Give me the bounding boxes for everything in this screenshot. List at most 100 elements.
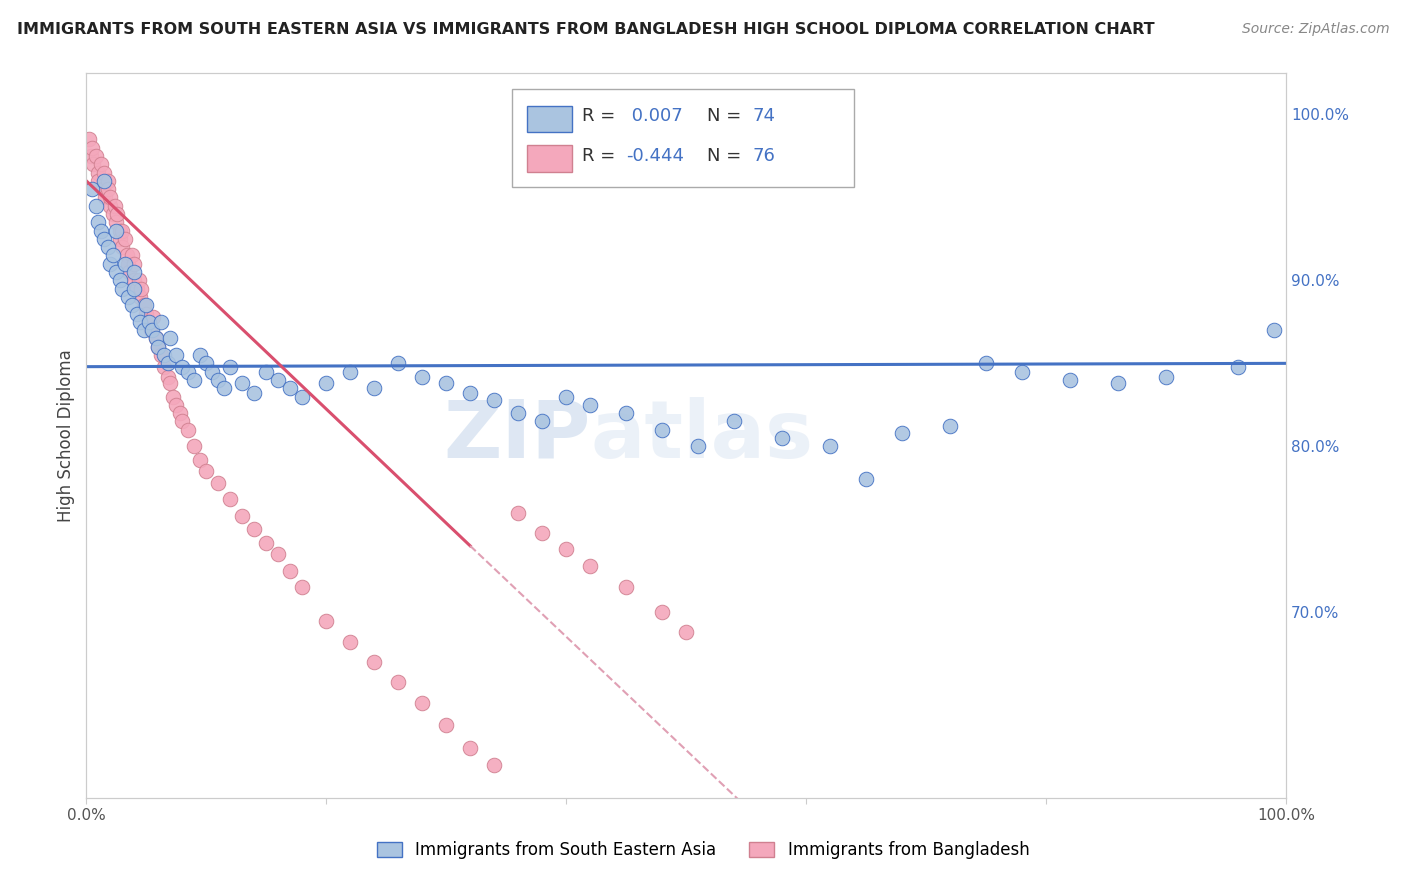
Point	[339, 635, 361, 649]
Point	[411, 697, 433, 711]
Point	[121, 248, 143, 262]
Point	[315, 614, 337, 628]
Point	[138, 315, 160, 329]
Point	[291, 580, 314, 594]
Point	[188, 348, 211, 362]
Point	[115, 248, 138, 262]
Point	[93, 232, 115, 246]
Point	[149, 315, 172, 329]
Text: N =: N =	[707, 146, 747, 165]
Point	[77, 132, 100, 146]
Point	[117, 257, 139, 271]
Point	[93, 165, 115, 179]
Point	[254, 365, 277, 379]
Point	[159, 376, 181, 391]
Point	[508, 506, 530, 520]
Point	[91, 182, 114, 196]
Point	[118, 265, 141, 279]
Point	[165, 348, 187, 362]
Point	[183, 439, 205, 453]
Point	[97, 182, 120, 196]
Point	[267, 373, 290, 387]
Point	[188, 452, 211, 467]
Point	[117, 290, 139, 304]
Point	[94, 190, 117, 204]
Point	[207, 475, 229, 490]
Point	[156, 369, 179, 384]
Point	[129, 315, 152, 329]
Point	[153, 359, 176, 374]
Point	[363, 655, 385, 669]
Point	[124, 257, 146, 271]
Point	[124, 273, 146, 287]
Point	[891, 425, 914, 440]
Point	[87, 165, 110, 179]
Point	[101, 207, 124, 221]
Text: ZIP: ZIP	[443, 397, 591, 475]
Text: 0.007: 0.007	[626, 107, 683, 126]
Point	[169, 406, 191, 420]
Point	[579, 558, 602, 573]
Point	[101, 248, 124, 262]
Text: N =: N =	[707, 107, 747, 126]
Point	[508, 406, 530, 420]
Point	[142, 310, 165, 324]
Point	[195, 464, 218, 478]
Point	[156, 356, 179, 370]
Text: 74: 74	[752, 107, 775, 126]
Point	[723, 414, 745, 428]
Point	[108, 273, 131, 287]
Point	[135, 298, 157, 312]
Text: 76: 76	[752, 146, 775, 165]
Point	[172, 414, 194, 428]
Point	[124, 282, 146, 296]
Point	[98, 257, 121, 271]
Point	[434, 718, 457, 732]
Point	[231, 508, 253, 523]
Point	[278, 564, 301, 578]
Point	[135, 307, 157, 321]
Point	[1154, 369, 1177, 384]
Point	[90, 157, 112, 171]
Point	[105, 224, 128, 238]
Point	[87, 174, 110, 188]
Point	[111, 282, 134, 296]
Point	[129, 290, 152, 304]
Point	[651, 423, 673, 437]
Point	[111, 240, 134, 254]
Point	[939, 419, 962, 434]
Point	[131, 282, 153, 296]
Point	[254, 535, 277, 549]
Point	[114, 232, 136, 246]
Point	[98, 199, 121, 213]
Point	[291, 390, 314, 404]
Point	[159, 331, 181, 345]
FancyBboxPatch shape	[527, 145, 572, 171]
Point	[148, 340, 170, 354]
Point	[231, 376, 253, 391]
Point	[482, 757, 505, 772]
Point	[555, 390, 578, 404]
Point	[1263, 323, 1285, 337]
Point	[387, 674, 409, 689]
Point	[219, 492, 242, 507]
Point	[1011, 365, 1033, 379]
Point	[770, 431, 793, 445]
Point	[138, 315, 160, 329]
Point	[141, 323, 163, 337]
Point	[183, 373, 205, 387]
Point	[105, 265, 128, 279]
Point	[458, 741, 481, 756]
Point	[97, 174, 120, 188]
Point	[339, 365, 361, 379]
Point	[153, 348, 176, 362]
Point	[149, 348, 172, 362]
Point	[124, 265, 146, 279]
Text: R =: R =	[582, 146, 621, 165]
Point	[87, 215, 110, 229]
Point	[387, 356, 409, 370]
Point	[243, 522, 266, 536]
FancyBboxPatch shape	[527, 106, 572, 132]
Point	[114, 257, 136, 271]
Point	[84, 199, 107, 213]
